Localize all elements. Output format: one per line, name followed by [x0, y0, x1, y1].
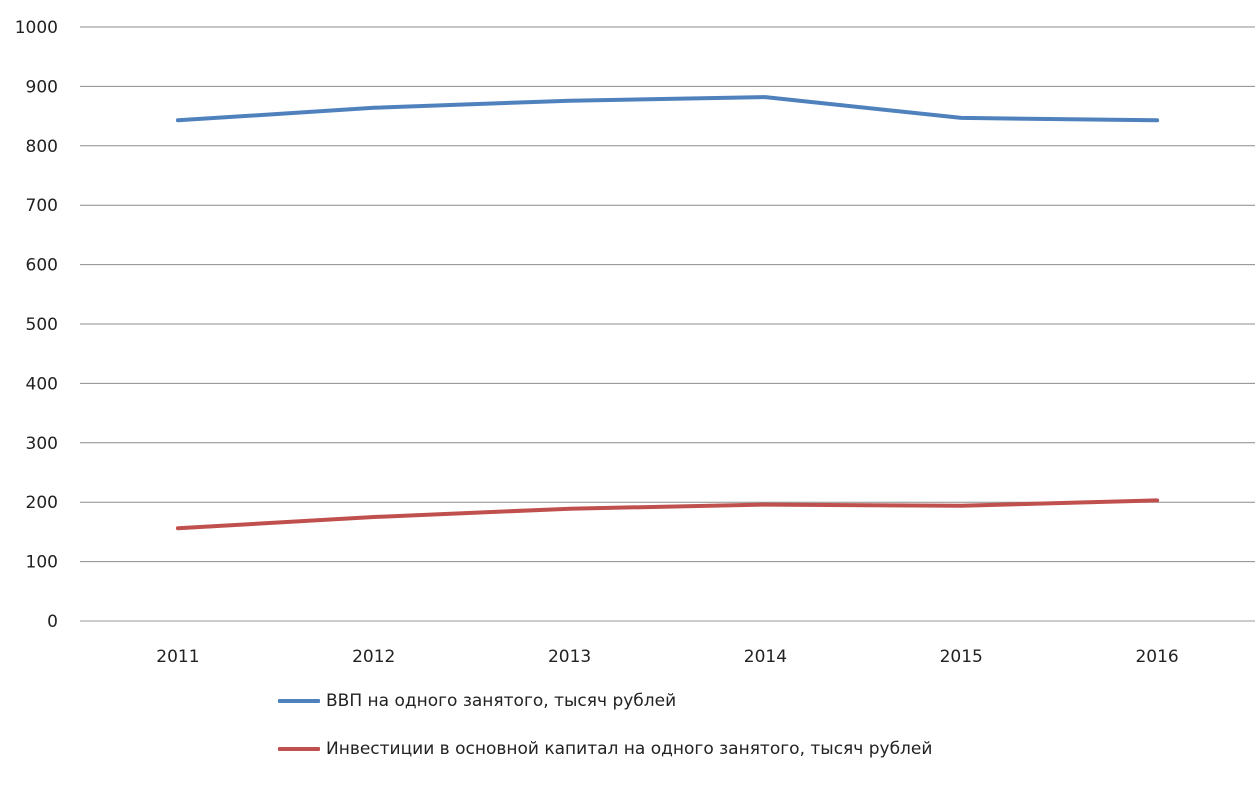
- line-chart: 0 100 200 300 400 500 600 700 800 900 1000 2011 201…: [15, 18, 1255, 759]
- x-axis-tick-labels: 2011 2012 2013 2014 2015 2016: [156, 647, 1178, 667]
- y-tick-label: 100: [26, 553, 58, 573]
- y-tick-label: 700: [26, 196, 58, 216]
- y-tick-label: 800: [26, 137, 58, 157]
- y-tick-label: 300: [26, 434, 58, 454]
- x-tick-label: 2011: [156, 647, 199, 667]
- x-tick-label: 2015: [940, 647, 983, 667]
- y-axis-tick-labels: 0 100 200 300 400 500 600 700 800 900 1000: [15, 18, 58, 632]
- legend: ВВП на одного занятого, тысяч рублей Инв…: [278, 690, 932, 786]
- legend-label-gdp: ВВП на одного занятого, тысяч рублей: [326, 691, 677, 711]
- x-tick-label: 2016: [1135, 647, 1178, 667]
- series-line-0: [175, 95, 1160, 123]
- y-tick-label: 600: [26, 256, 58, 276]
- series-lines: [175, 95, 1160, 531]
- y-tick-label: 0: [47, 612, 58, 632]
- legend-label-investment: Инвестиции в основной капитал на одного …: [326, 739, 933, 759]
- y-tick-label: 400: [26, 374, 58, 394]
- legend-swatch-gdp: [278, 699, 320, 703]
- legend-item-investment: Инвестиции в основной капитал на одного …: [278, 738, 932, 760]
- y-tick-label: 200: [26, 493, 58, 513]
- y-tick-label: 900: [26, 77, 58, 97]
- legend-swatch-investment: [278, 747, 320, 751]
- legend-item-gdp: ВВП на одного занятого, тысяч рублей: [278, 690, 932, 712]
- y-tick-label: 500: [26, 315, 58, 335]
- series-line-1: [175, 498, 1160, 531]
- y-tick-label: 1000: [15, 18, 58, 38]
- gridlines: [80, 26, 1255, 622]
- x-tick-label: 2012: [352, 647, 395, 667]
- x-tick-label: 2014: [744, 647, 787, 667]
- x-tick-label: 2013: [548, 647, 591, 667]
